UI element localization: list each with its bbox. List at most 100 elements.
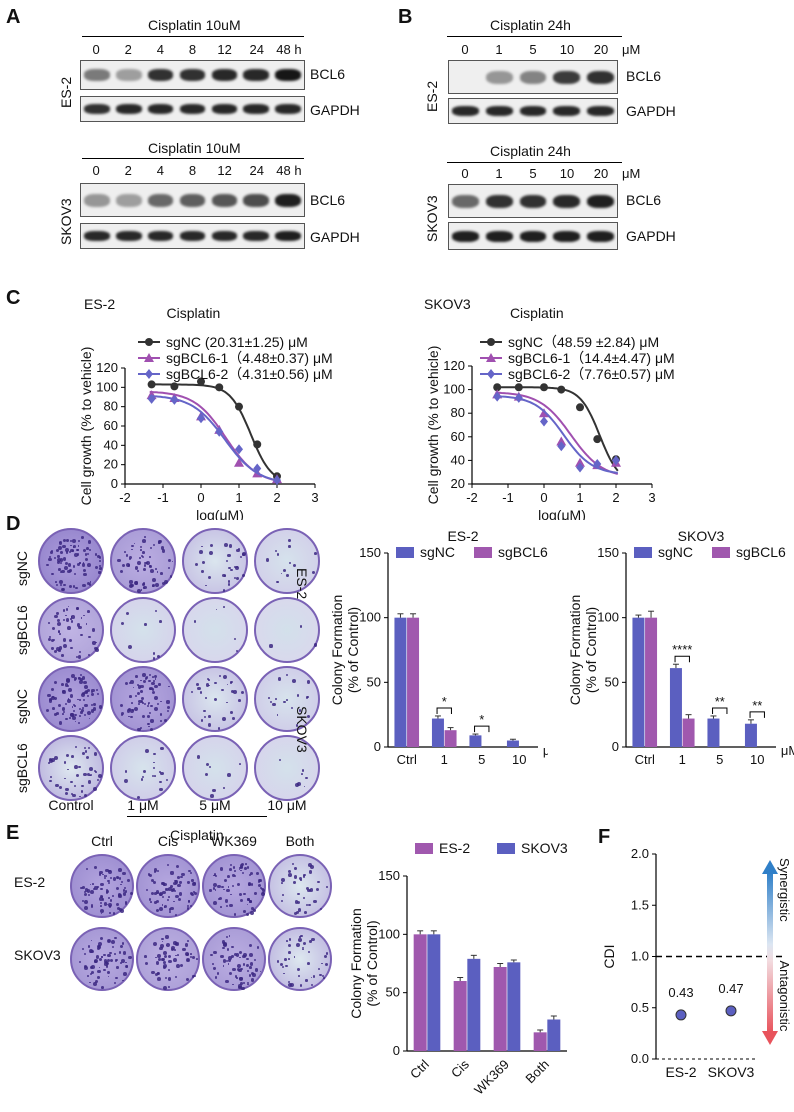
colony-dot [293,881,297,884]
colony-dot [303,941,307,946]
colony-dot [94,770,97,773]
colony-dot [70,539,73,543]
significance-bracket [674,655,690,663]
colony-dot [216,971,220,975]
data-point [170,394,179,405]
colony-dot [52,626,56,630]
colony-dot [136,796,140,799]
legend-swatch [474,547,492,558]
y-tick-label: 80 [104,399,118,414]
blot-band [179,193,206,208]
blot-band [116,193,142,208]
panel-label-a: A [6,6,21,28]
colony-dot [239,977,243,981]
lane-label: 0 [92,42,100,57]
blot-label-gapdh: GAPDH [626,228,676,244]
cell-line-label: SKOV3 [58,198,74,245]
colony-dot [86,581,91,585]
legend-label: sgBCL6-1（4.48±0.37) μM [166,350,333,366]
dose-label: 5 μM [199,797,231,813]
colony-dot [305,979,308,982]
data-point [540,383,548,392]
colony-dot [228,544,233,548]
colony-dot [248,873,251,876]
colony-dot [159,713,163,717]
lane-label: 0 [461,166,469,181]
colony-dot [228,935,231,938]
colony-dot [232,967,236,972]
y-tick-label: 100 [359,610,381,625]
colony-dot [298,938,303,942]
data-point [493,391,502,402]
colony-dot [231,945,234,948]
colony-dot [296,900,301,905]
row-label: sgNC [14,550,30,586]
colony-dot [76,698,79,701]
x-tick-label: 2 [612,490,619,505]
colony-plate-grid: Ctrl Cis WK369 Both ES-2 SKOV3 [0,826,345,991]
colony-dot [307,950,310,953]
colony-dot [168,908,172,912]
colony-dot [313,900,317,904]
colony-dot [47,761,50,764]
colony-dot [200,719,204,722]
y-tick-label: 100 [443,382,465,397]
colony-dot [90,903,94,907]
data-point [487,338,495,346]
colony-dot [230,711,233,714]
colony-dot [97,969,101,974]
colony-dot [82,583,86,588]
colony-dot [285,574,289,578]
colony-dot [283,700,286,704]
colony-dot [184,952,189,957]
colony-dot [122,892,127,896]
row-label: sgNC [14,688,30,724]
blot-band [553,194,581,209]
treatment-bar [447,162,622,163]
blot-band [147,69,174,82]
colony-dot [286,699,289,702]
colony-dot [93,703,96,706]
colony-dot [161,549,166,553]
colony-dot [288,951,291,954]
colony-dot [219,675,222,678]
colony-dot [162,964,167,969]
colony-plate [110,597,176,663]
colony-dot [88,717,91,720]
legend-label: sgBCL6 [498,544,548,560]
colony-dot [70,792,74,795]
y-tick-label: 50 [605,674,619,689]
colony-dot [136,691,141,695]
blot-band [84,69,110,82]
significance-bracket [749,711,765,718]
colony-dot [48,638,52,642]
colony-dot [294,867,297,870]
data-point [612,455,620,466]
colony-dot [259,970,262,973]
cdi-chart: 0.0 0.5 1.0 1.5 2.0 CDI 0.43 ES-2 0.47 SKOV3 Syner… [601,846,792,1080]
colony-dot [163,986,167,990]
data-point [170,382,179,391]
colony-dot [59,584,62,587]
colony-dot [175,942,179,946]
colony-dot [298,877,303,881]
colony-dot [91,971,95,975]
colony-dot [283,957,287,961]
colony-dot [58,633,61,636]
colony-dot [154,775,157,778]
colony-dot [101,898,104,901]
colony-dot [186,905,189,908]
colony-dot [154,684,158,689]
colony-dot [248,974,252,978]
bar [394,617,407,747]
colony-dot [80,677,84,681]
dose-label: 10 μM [267,797,307,813]
colony-dot [53,556,56,559]
colony-dot [98,945,102,949]
colony-dot [134,566,139,570]
colony-dot [249,952,254,957]
colony-dot [110,876,113,879]
blot-band [275,69,301,82]
colony-dot [140,696,145,701]
colony-dot [326,952,329,955]
